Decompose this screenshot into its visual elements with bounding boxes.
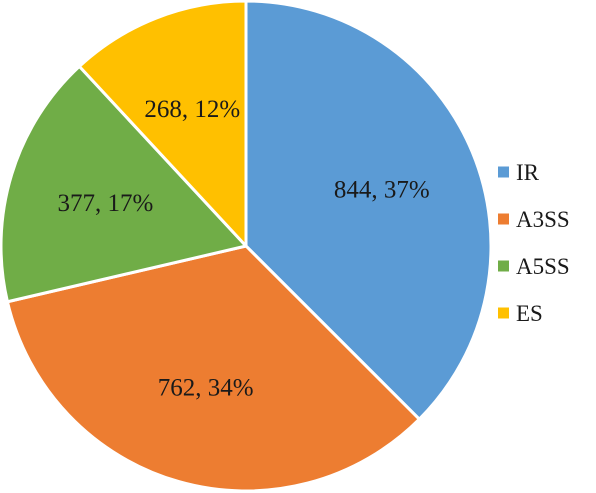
pie-slices — [0, 0, 493, 493]
legend-label-ir: IR — [516, 160, 540, 185]
legend-swatch-ir — [498, 166, 509, 178]
data-label-a5ss: 377, 17% — [57, 190, 153, 217]
pie-slice-es — [77, 0, 248, 248]
legend-swatch-a5ss — [498, 260, 509, 272]
legend-label-es: ES — [516, 301, 543, 326]
pie-data-labels: 844, 37% 762, 34% 377, 17% 268, 12% — [57, 96, 429, 401]
pie-slice-ir — [244, 0, 493, 421]
data-label-ir: 844, 37% — [334, 177, 430, 204]
legend-swatch-es — [498, 307, 509, 319]
pie-slice-a5ss — [0, 64, 248, 304]
legend-label-a5ss: A5SS — [516, 254, 570, 279]
legend-swatch-a3ss — [498, 213, 509, 225]
data-label-a3ss: 762, 34% — [158, 374, 254, 401]
legend: IR A3SS A5SS ES — [498, 160, 570, 326]
pie-slice-a3ss — [5, 244, 421, 493]
legend-label-a3ss: A3SS — [516, 207, 570, 232]
data-label-es: 268, 12% — [144, 96, 240, 123]
